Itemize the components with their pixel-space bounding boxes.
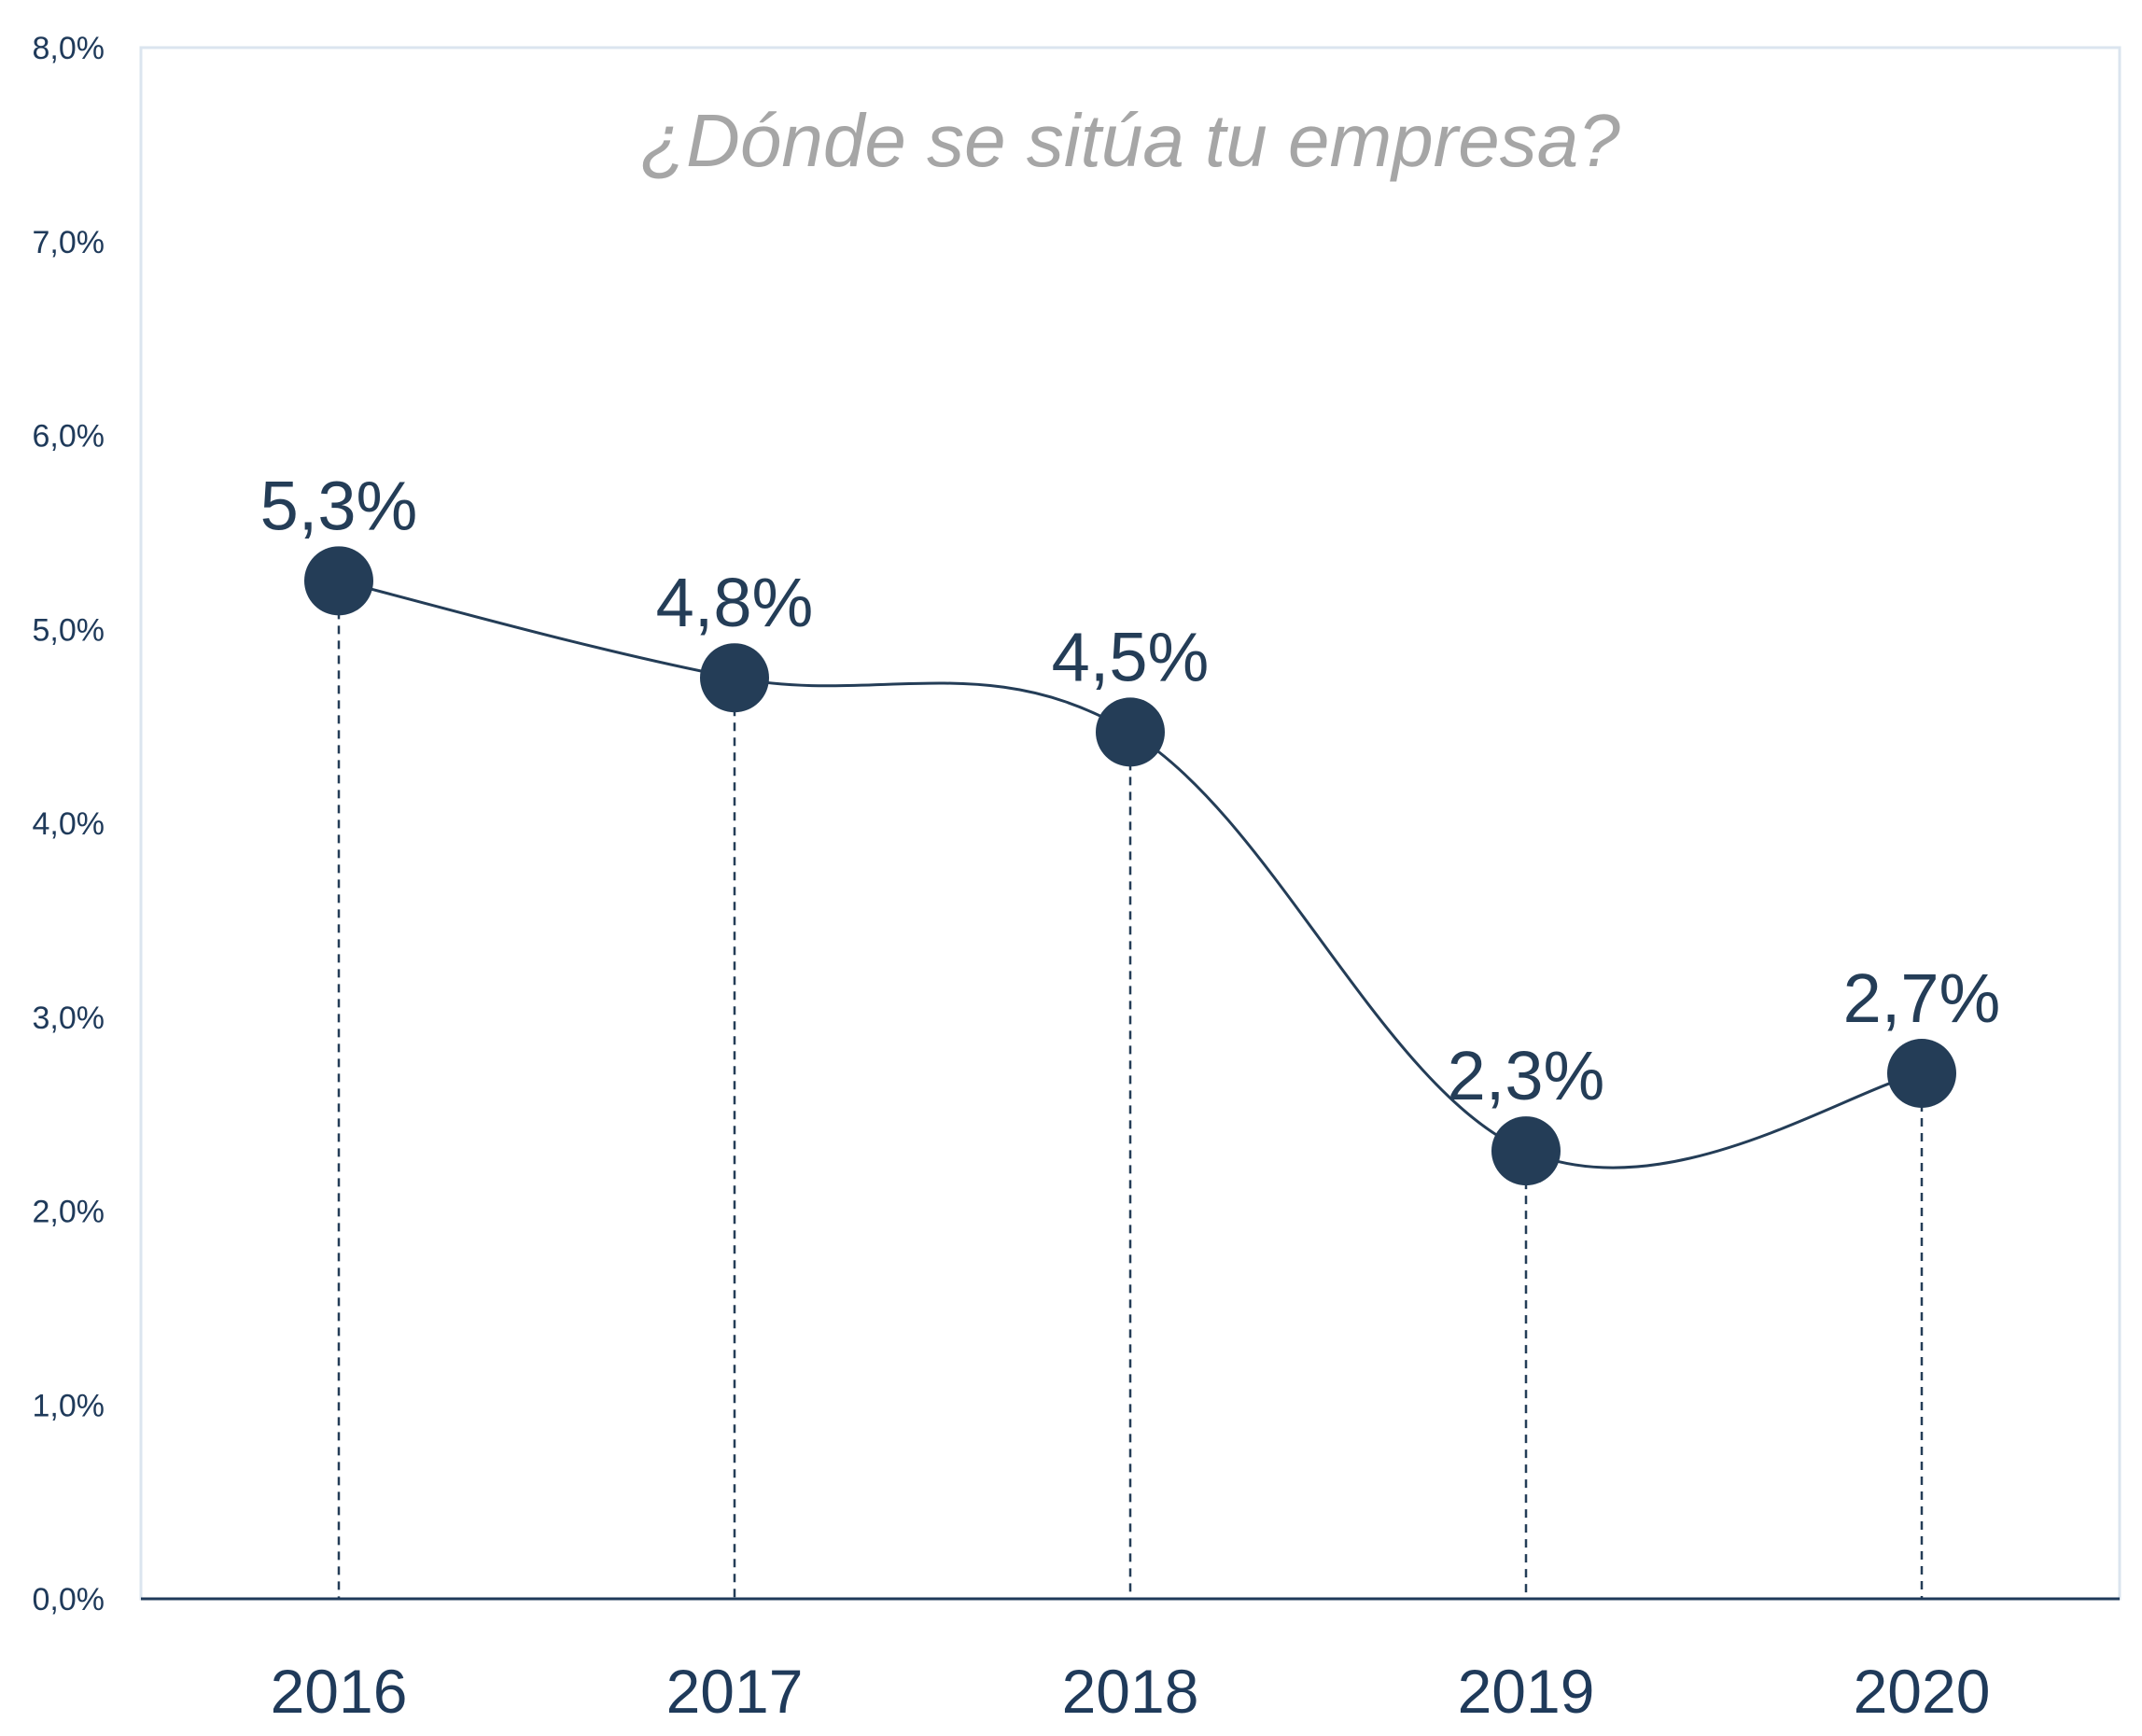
data-point [304, 546, 373, 616]
y-tick-label: 7,0% [33, 225, 105, 260]
x-tick-label: 2016 [271, 1657, 408, 1726]
data-label: 2,3% [1448, 1037, 1605, 1114]
y-tick-label: 1,0% [33, 1388, 105, 1423]
data-point [1887, 1038, 1956, 1108]
y-tick-label: 6,0% [33, 419, 105, 455]
x-tick-label: 2020 [1854, 1657, 1991, 1726]
data-points [304, 546, 1956, 1186]
data-label: 5,3% [260, 467, 418, 544]
data-label: 2,7% [1843, 959, 2001, 1037]
y-tick-label: 4,0% [33, 806, 105, 842]
y-tick-label: 3,0% [33, 1001, 105, 1036]
data-point [1096, 697, 1165, 767]
drop-lines [337, 581, 1924, 1599]
y-tick-label: 5,0% [33, 612, 105, 648]
y-tick-label: 8,0% [33, 31, 105, 66]
data-label: 4,5% [1052, 618, 1210, 695]
y-axis-ticks: 0,0% 1,0% 2,0% 3,0% 4,0% 5,0% 6,0% 7,0% 8,0% [33, 31, 105, 1617]
data-labels: 5,3% 4,8% 4,5% 2,3% 2,7% [260, 467, 2001, 1114]
data-label: 4,8% [656, 564, 814, 641]
data-point [1491, 1116, 1561, 1186]
x-axis-ticks: 2016 2017 2018 2019 2020 [271, 1657, 1991, 1726]
data-point [700, 643, 769, 713]
x-tick-label: 2019 [1458, 1657, 1595, 1726]
x-tick-label: 2018 [1062, 1657, 1199, 1726]
x-tick-label: 2017 [666, 1657, 804, 1726]
chart-title: ¿Dónde se sitúa tu empresa? [640, 99, 1620, 182]
y-tick-label: 2,0% [33, 1195, 105, 1230]
y-tick-label: 0,0% [33, 1582, 105, 1617]
